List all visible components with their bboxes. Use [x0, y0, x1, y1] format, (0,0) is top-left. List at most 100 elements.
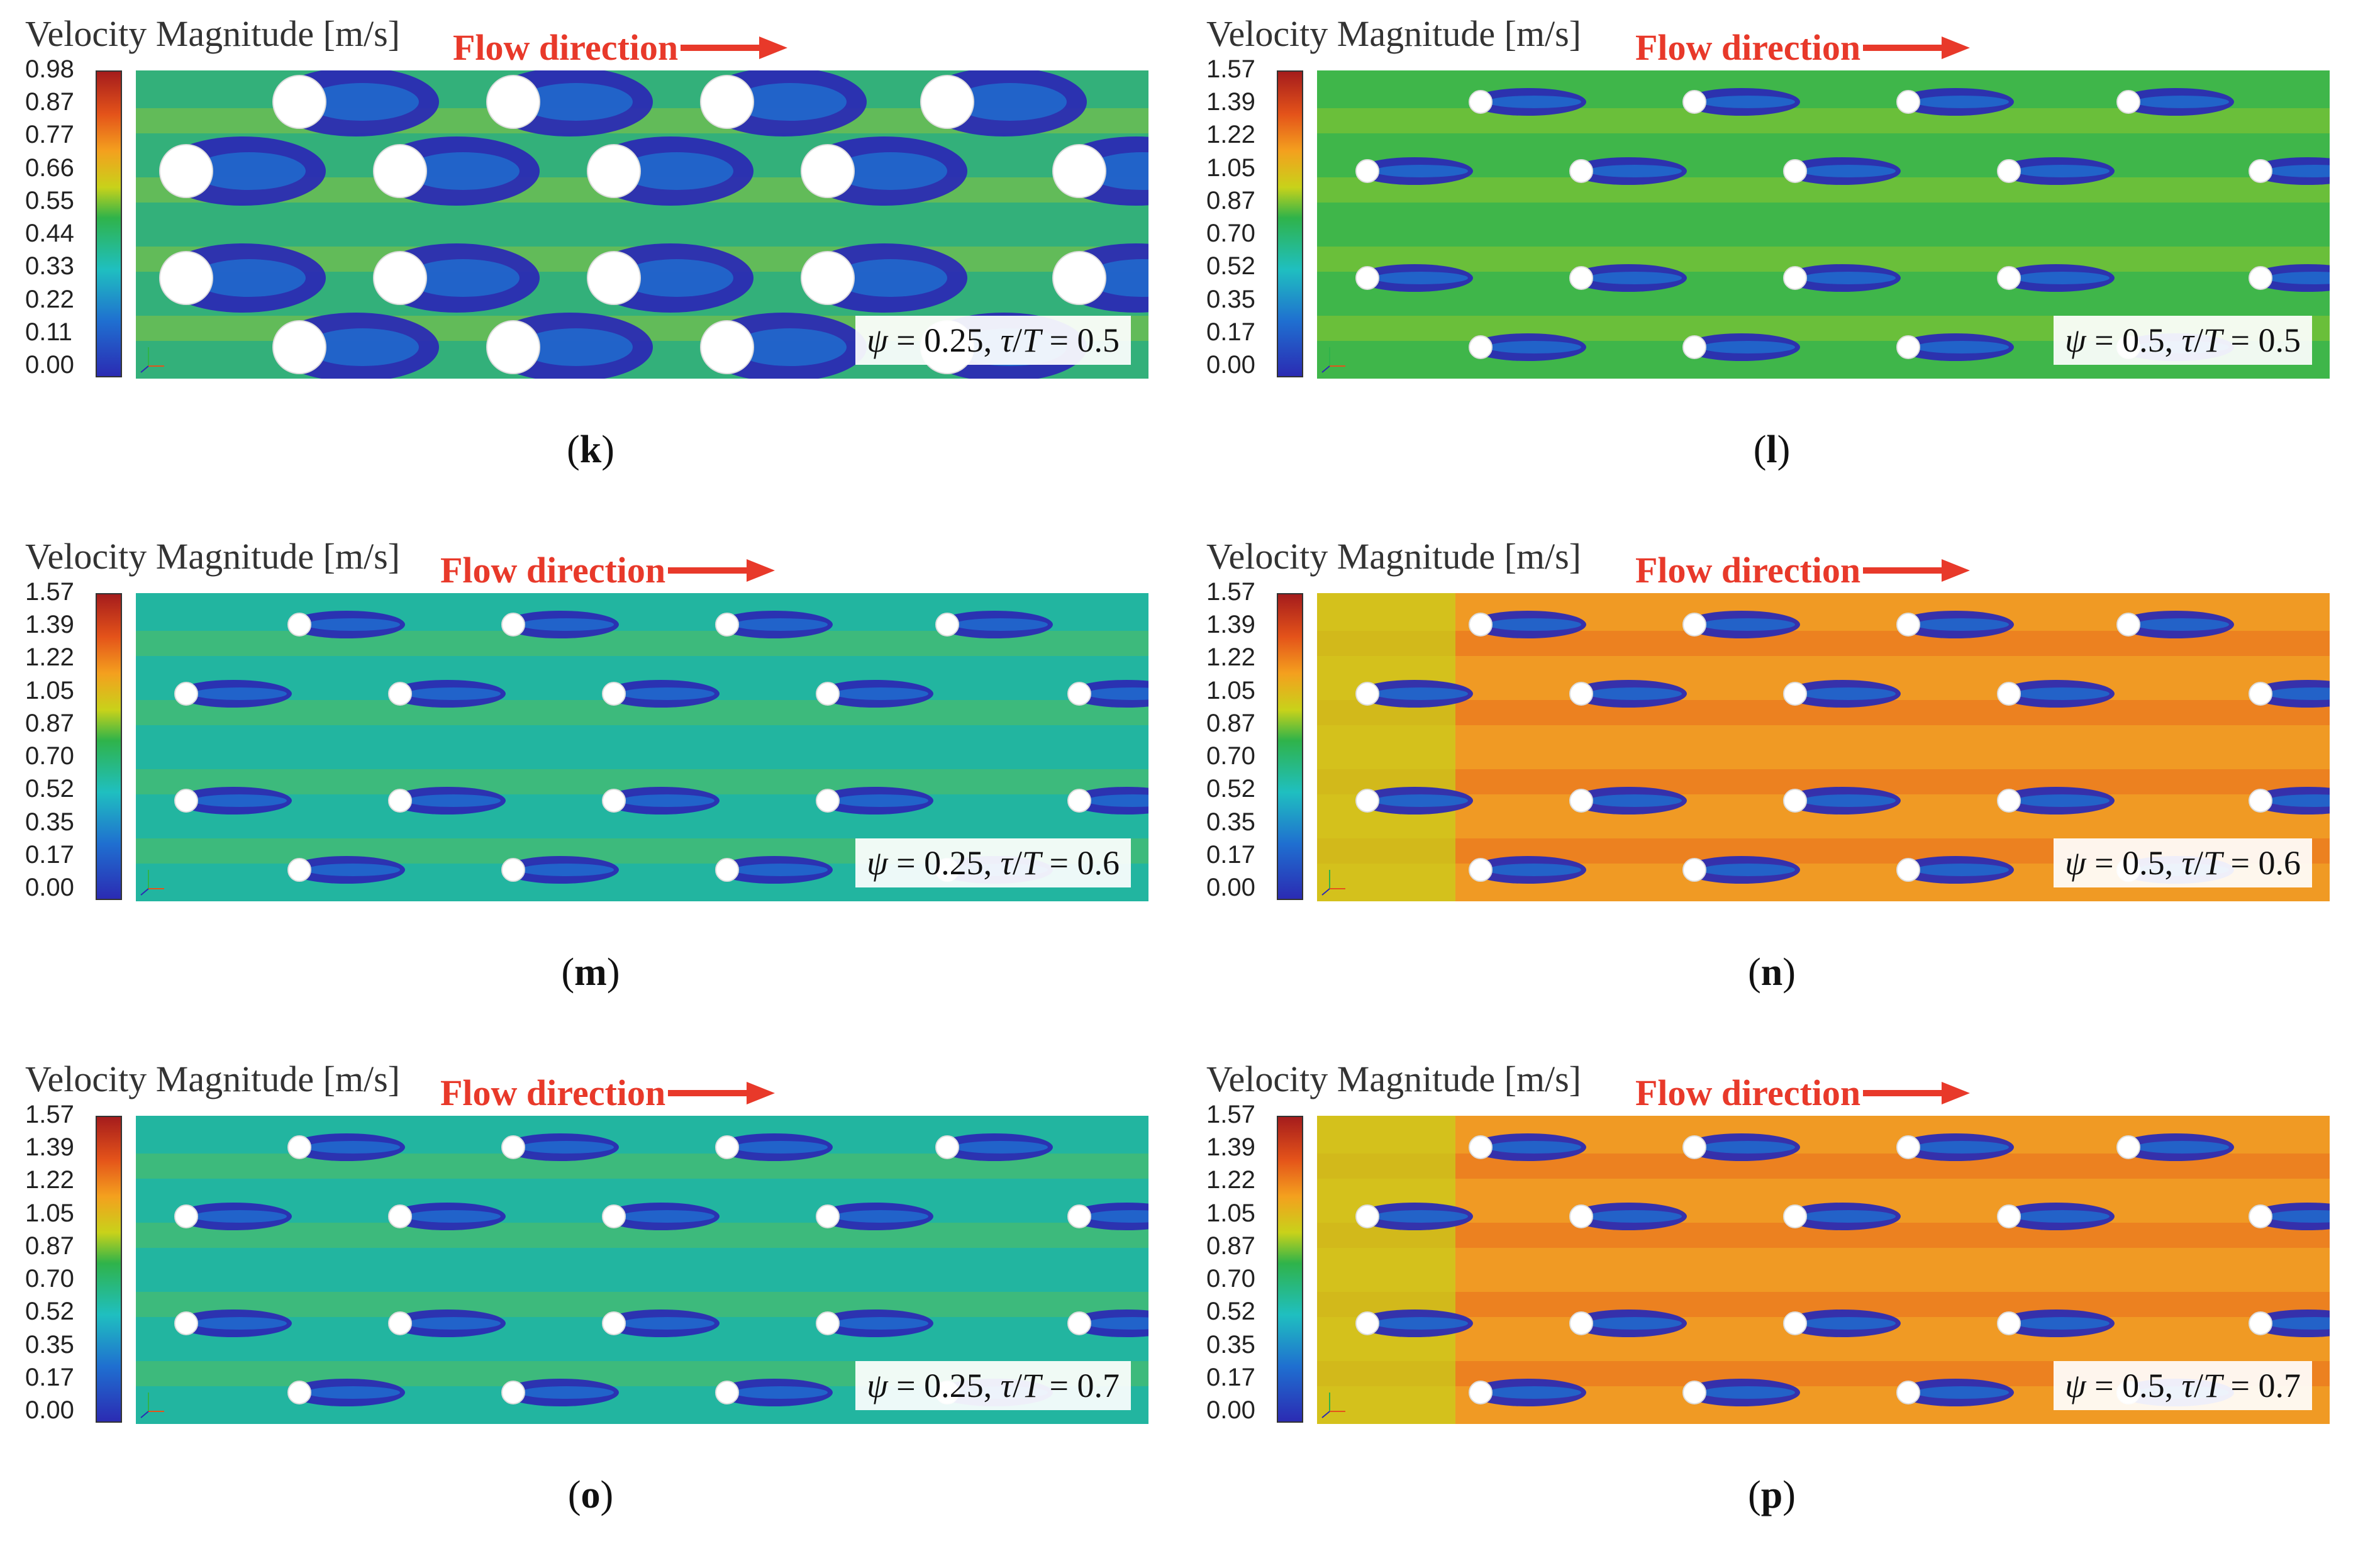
colorbar-tick: 1.05 [1206, 1199, 1255, 1227]
colorbar-tick: 0.17 [1206, 840, 1255, 869]
colorbar-tick: 1.22 [1206, 1166, 1255, 1194]
parameter-annotation: ψ = 0.25, τ/T = 0.6 [855, 838, 1131, 887]
cylinder [816, 1204, 840, 1228]
cylinder [602, 682, 626, 706]
velocity-field: ψ = 0.5, τ/T = 0.7 [1317, 1116, 2330, 1424]
colorbar-ticks: 0.98 0.87 0.77 0.66 0.55 0.44 0.33 0.22 0.11 0.00 [25, 57, 74, 377]
panel-label: (o) [567, 1474, 614, 1516]
colorbar-tick: 0.87 [25, 709, 74, 737]
flow-direction-label: Flow direction [453, 27, 679, 68]
velocity-field: ψ = 0.25, τ/T = 0.6 [136, 593, 1148, 901]
velocity-contour [1317, 593, 2330, 901]
cylinder [715, 613, 739, 637]
cylinder [602, 789, 626, 813]
cylinder [1682, 90, 1706, 114]
colorbar-tick: 0.66 [25, 153, 74, 182]
cylinder [801, 251, 855, 305]
cylinder [2116, 90, 2140, 114]
cylinder [501, 858, 525, 882]
cylinder [1355, 1311, 1379, 1335]
cylinder [587, 144, 641, 198]
colorbar-tick: 0.70 [25, 1265, 74, 1293]
cylinder [1569, 682, 1593, 706]
cylinder [159, 144, 213, 198]
legend-title: Velocity Magnitude [m/s] [1206, 13, 1582, 54]
cylinder [1896, 1135, 1920, 1159]
colorbar-tick: 1.05 [25, 676, 74, 704]
cylinder [272, 75, 326, 129]
colorbar-tick: 1.57 [25, 578, 74, 606]
cylinder [1997, 682, 2021, 706]
cylinder [2249, 789, 2272, 813]
cylinder [1783, 682, 1807, 706]
cylinder [1569, 789, 1593, 813]
cylinder [2249, 159, 2272, 183]
cylinder [1682, 1381, 1706, 1404]
arrow-right-icon [668, 1081, 776, 1104]
cylinder [1997, 266, 2021, 290]
colorbar-tick: 1.39 [25, 1133, 74, 1162]
colorbar-ticks: 1.57 1.39 1.22 1.05 0.87 0.70 0.52 0.35 0.17 0.00 [1206, 1102, 1255, 1423]
cylinder [1569, 1204, 1593, 1228]
cylinder [1052, 251, 1106, 305]
colorbar [96, 70, 122, 377]
axis-triad-icon [140, 1393, 164, 1418]
colorbar-tick: 1.39 [25, 611, 74, 639]
colorbar-tick: 1.05 [1206, 676, 1255, 704]
panel-o: Velocity Magnitude [m/s] Flow direction … [0, 1045, 1181, 1568]
panel-label: (n) [1748, 951, 1796, 994]
cylinder [1569, 266, 1593, 290]
cylinder [174, 789, 198, 813]
colorbar-tick: 0.87 [1206, 1232, 1255, 1260]
colorbar-tick: 0.00 [25, 1396, 74, 1424]
panel-m: Velocity Magnitude [m/s] Flow direction … [0, 523, 1181, 1045]
cylinder [287, 858, 311, 882]
colorbar [1277, 1116, 1303, 1423]
cylinder [1469, 858, 1493, 882]
legend-title: Velocity Magnitude [m/s] [25, 13, 401, 54]
colorbar-tick: 0.70 [1206, 742, 1255, 770]
cylinder [1997, 159, 2021, 183]
arrow-right-icon [1863, 559, 1971, 582]
legend-title: Velocity Magnitude [m/s] [25, 1059, 401, 1099]
colorbar-tick: 0.52 [1206, 775, 1255, 803]
colorbar [1277, 70, 1303, 377]
cylinder [501, 1381, 525, 1404]
cylinder [373, 144, 427, 198]
velocity-field: ψ = 0.25, τ/T = 0.7 [136, 1116, 1148, 1424]
colorbar-tick: 0.17 [25, 840, 74, 869]
colorbar-tick: 1.22 [25, 643, 74, 672]
panel-p: Velocity Magnitude [m/s] Flow direction … [1181, 1045, 2362, 1568]
colorbar-tick: 0.00 [1206, 350, 1255, 379]
cylinder [1569, 1311, 1593, 1335]
cylinder [287, 1135, 311, 1159]
axis-triad-icon [1321, 1393, 1345, 1418]
cylinder [1067, 1311, 1091, 1335]
cylinder [486, 320, 540, 374]
arrow-right-icon [668, 559, 776, 582]
cylinder [1896, 858, 1920, 882]
cylinder [602, 1204, 626, 1228]
colorbar [96, 1116, 122, 1423]
cylinder [388, 1311, 412, 1335]
cylinder [715, 1135, 739, 1159]
cylinder [501, 1135, 525, 1159]
cylinder [700, 75, 754, 129]
cylinder [1569, 159, 1593, 183]
cylinder [1997, 1204, 2021, 1228]
cylinder [1896, 613, 1920, 637]
cylinder [700, 320, 754, 374]
panel-l: Velocity Magnitude [m/s] Flow direction … [1181, 0, 2362, 523]
cylinder [2249, 1311, 2272, 1335]
axis-triad-icon [1321, 870, 1345, 896]
panel-label: (k) [567, 428, 614, 471]
cylinder [1469, 1135, 1493, 1159]
axis-triad-icon [1321, 347, 1345, 373]
colorbar-tick: 1.22 [1206, 643, 1255, 672]
parameter-annotation: ψ = 0.25, τ/T = 0.7 [855, 1361, 1131, 1410]
legend-title: Velocity Magnitude [m/s] [1206, 1059, 1582, 1099]
cylinder [715, 858, 739, 882]
cylinder [1355, 1204, 1379, 1228]
colorbar-tick: 1.39 [1206, 88, 1255, 116]
colorbar-tick: 0.00 [25, 350, 74, 379]
